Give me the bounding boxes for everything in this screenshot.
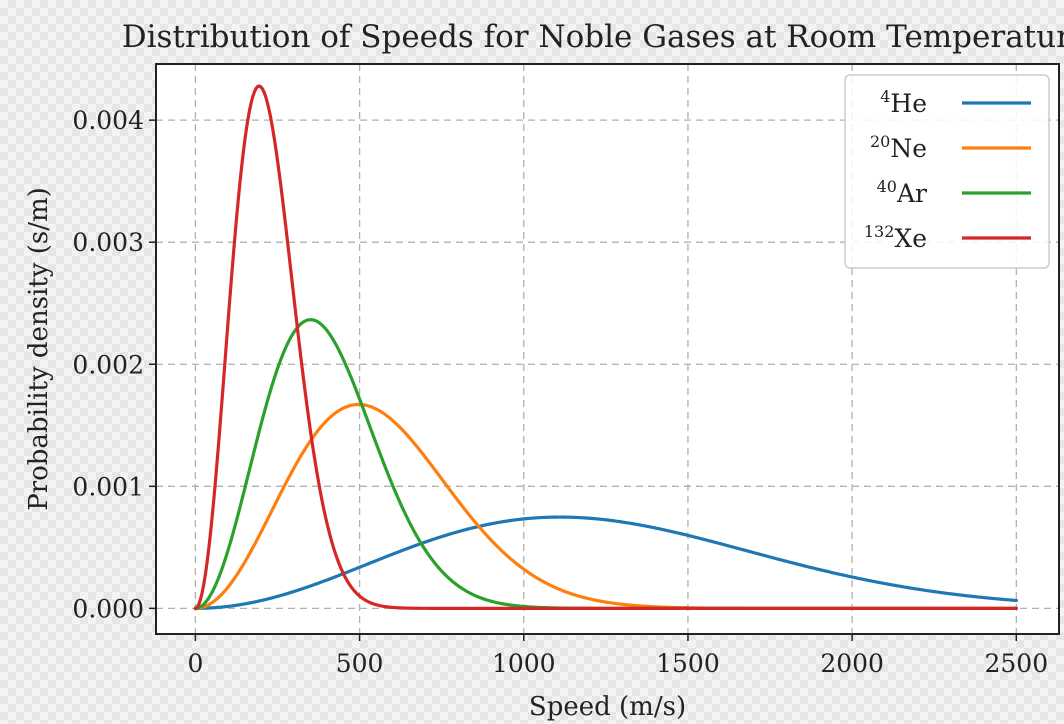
plot-frame [155,63,1060,635]
legend-frame [844,74,1050,269]
y-tick-label: 0.002 [72,350,144,379]
ticks: 0 500 1000 1500 2000 2500 0.000 0.001 0.002 0.003… [72,106,1048,678]
x-tick-label: 0 [187,649,203,678]
x-tick-label: 2000 [820,649,884,678]
legend-label: 40Ar [877,177,927,208]
x-axis-label: Speed (m/s) [529,692,686,722]
x-tick-label: 1000 [492,649,556,678]
y-tick-label: 0.001 [72,472,144,501]
legend-label: 132Xe [864,222,927,253]
series-layer [193,84,1018,610]
grid [156,64,1059,634]
y-tick-label: 0.004 [72,106,144,135]
chart-title: Distribution of Speeds for Noble Gases a… [122,19,1064,55]
legend-label: 4He [880,87,927,118]
series-line-xe [193,84,1018,610]
series-line-he [193,515,1018,610]
y-tick-label: 0.000 [72,594,144,623]
x-tick-label: 1500 [656,649,720,678]
x-tick-label: 500 [336,649,384,678]
x-tick-label: 2500 [985,649,1049,678]
y-axis-label: Probability density (s/m) [24,187,54,511]
legend: 4He 20Ne 40Ar 132Xe [844,74,1050,269]
legend-label: 20Ne [870,132,927,163]
y-tick-label: 0.003 [72,228,144,257]
